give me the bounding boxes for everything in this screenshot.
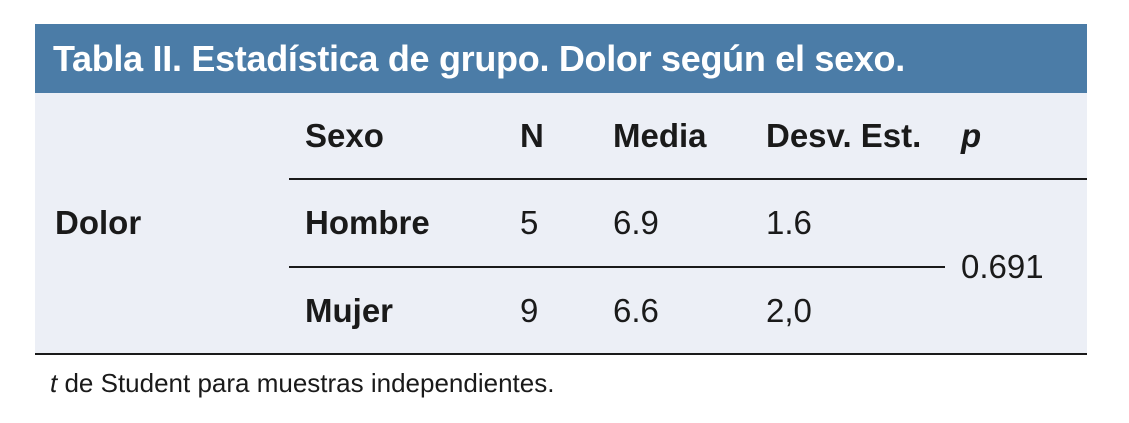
column-header-desv-est: Desv. Est. (750, 93, 945, 180)
cell-desv-hombre: 1.6 (750, 180, 945, 268)
table-footnote: t de Student para muestras independiente… (35, 368, 1087, 399)
cell-p-value: 0.691 (961, 247, 1044, 285)
cell-sexo-mujer: Mujer (305, 291, 394, 329)
table-title: Tabla II. Estadística de grupo. Dolor se… (53, 37, 905, 79)
cell-media-mujer: 6.6 (613, 291, 659, 329)
column-header-n: N (506, 93, 597, 180)
column-header-sexo: Sexo (289, 93, 506, 180)
row-group-label-dolor: Dolor (55, 204, 142, 241)
statistics-table-card: Tabla II. Estadística de grupo. Dolor se… (35, 24, 1087, 399)
footnote-t-symbol: t (50, 368, 58, 398)
table-title-bar: Tabla II. Estadística de grupo. Dolor se… (35, 24, 1087, 93)
statistics-table: Dolor Sexo N Media Desv. Est. p Hombre 5… (35, 93, 1087, 355)
column-header-media: Media (597, 93, 750, 180)
cell-n-mujer: 9 (520, 291, 539, 329)
column-header-p: p (945, 93, 1087, 180)
cell-desv-mujer: 2,0 (766, 291, 812, 329)
cell-sexo-hombre: Hombre (289, 180, 506, 268)
cell-media-hombre: 6.9 (597, 180, 750, 268)
cell-n-hombre: 5 (506, 180, 597, 268)
footnote-text: de Student para muestras independientes. (57, 368, 555, 398)
